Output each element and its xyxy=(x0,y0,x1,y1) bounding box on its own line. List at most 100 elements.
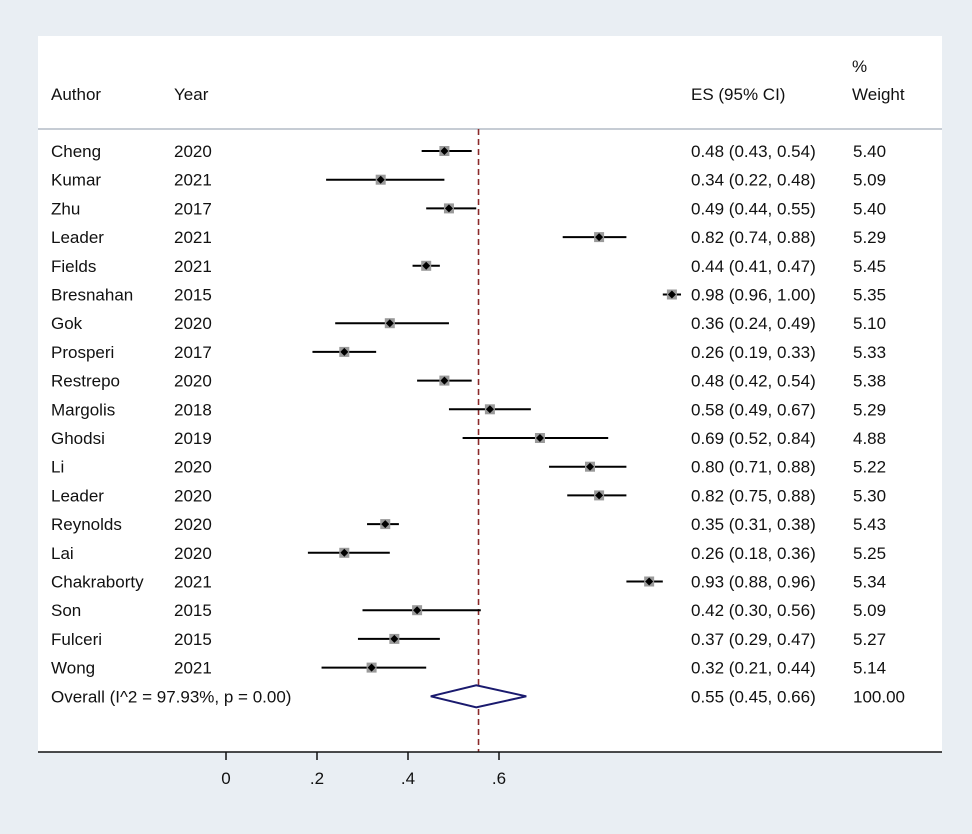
study-year: 2020 xyxy=(174,515,212,534)
study-year: 2017 xyxy=(174,199,212,218)
header-year: Year xyxy=(174,85,209,104)
study-es-ci: 0.82 (0.74, 0.88) xyxy=(691,228,816,247)
header-author: Author xyxy=(51,85,101,104)
study-year: 2020 xyxy=(174,142,212,161)
study-es-ci: 0.80 (0.71, 0.88) xyxy=(691,458,816,477)
study-year: 2020 xyxy=(174,372,212,391)
study-year: 2020 xyxy=(174,544,212,563)
x-tick-label: 0 xyxy=(221,769,230,788)
study-point xyxy=(645,577,654,586)
study-point xyxy=(440,376,449,385)
study-author: Cheng xyxy=(51,142,101,161)
study-author: Leader xyxy=(51,228,104,247)
study-weight: 5.38 xyxy=(853,372,886,391)
study-author: Son xyxy=(51,601,81,620)
study-author: Zhu xyxy=(51,199,80,218)
study-point xyxy=(385,319,394,328)
study-point xyxy=(535,434,544,442)
study-year: 2019 xyxy=(174,429,212,448)
study-weight: 5.29 xyxy=(853,228,886,247)
study-es-ci: 0.48 (0.42, 0.54) xyxy=(691,372,816,391)
study-author: Margolis xyxy=(51,400,115,419)
study-es-ci: 0.32 (0.21, 0.44) xyxy=(691,659,816,678)
study-weight: 5.33 xyxy=(853,343,886,362)
overall-diamond xyxy=(430,684,527,709)
x-tick-label: .2 xyxy=(310,769,324,788)
study-weight: 4.88 xyxy=(853,429,886,448)
study-point xyxy=(340,548,349,557)
study-es-ci: 0.49 (0.44, 0.55) xyxy=(691,199,816,218)
study-year: 2021 xyxy=(174,257,212,276)
study-es-ci: 0.36 (0.24, 0.49) xyxy=(691,314,816,333)
study-es-ci: 0.26 (0.19, 0.33) xyxy=(691,343,816,362)
study-author: Leader xyxy=(51,486,104,505)
study-weight: 5.25 xyxy=(853,544,886,563)
study-author: Ghodsi xyxy=(51,429,105,448)
study-author: Wong xyxy=(51,659,95,678)
study-year: 2020 xyxy=(174,486,212,505)
study-weight: 5.34 xyxy=(853,573,886,592)
study-author: Kumar xyxy=(51,171,101,190)
study-weight: 5.40 xyxy=(853,199,886,218)
study-weight: 5.22 xyxy=(853,458,886,477)
study-author: Fields xyxy=(51,257,96,276)
study-point xyxy=(440,147,449,155)
study-year: 2017 xyxy=(174,343,212,362)
study-author: Fulceri xyxy=(51,630,102,649)
study-point xyxy=(376,175,385,184)
study-author: Gok xyxy=(51,314,83,333)
study-year: 2020 xyxy=(174,314,212,333)
study-point xyxy=(444,204,453,213)
study-point xyxy=(367,663,376,672)
study-weight: 5.30 xyxy=(853,486,886,505)
study-author: Chakraborty xyxy=(51,573,144,592)
study-year: 2021 xyxy=(174,228,212,247)
study-point xyxy=(586,462,594,471)
study-year: 2015 xyxy=(174,286,212,305)
study-point xyxy=(381,520,390,529)
study-weight: 5.35 xyxy=(853,286,886,305)
x-tick-label: .4 xyxy=(401,769,415,788)
study-year: 2021 xyxy=(174,659,212,678)
study-weight: 5.40 xyxy=(853,142,886,161)
study-es-ci: 0.34 (0.22, 0.48) xyxy=(691,171,816,190)
study-year: 2015 xyxy=(174,630,212,649)
study-es-ci: 0.82 (0.75, 0.88) xyxy=(691,486,816,505)
header-weight-percent: % xyxy=(852,57,867,76)
study-point xyxy=(485,405,494,414)
study-author: Bresnahan xyxy=(51,286,133,305)
study-es-ci: 0.35 (0.31, 0.38) xyxy=(691,515,816,534)
study-year: 2015 xyxy=(174,601,212,620)
plot-marks xyxy=(307,129,681,752)
study-year: 2020 xyxy=(174,458,212,477)
study-es-ci: 0.26 (0.18, 0.36) xyxy=(691,544,816,563)
study-year: 2021 xyxy=(174,573,212,592)
header-weight: Weight xyxy=(852,85,905,104)
study-es-ci: 0.42 (0.30, 0.56) xyxy=(691,601,816,620)
study-point xyxy=(422,261,431,270)
study-weight: 5.14 xyxy=(853,659,886,678)
x-tick-label: .6 xyxy=(492,769,506,788)
study-point xyxy=(340,347,349,356)
study-es-ci: 0.58 (0.49, 0.67) xyxy=(691,400,816,419)
study-weight: 5.29 xyxy=(853,400,886,419)
header-es: ES (95% CI) xyxy=(691,85,785,104)
study-point xyxy=(667,290,676,299)
study-author: Li xyxy=(51,458,64,477)
plot-panel xyxy=(38,36,942,752)
study-point xyxy=(595,491,604,500)
study-weight: 5.45 xyxy=(853,257,886,276)
study-point xyxy=(390,634,399,643)
study-es-ci: 0.44 (0.41, 0.47) xyxy=(691,257,816,276)
study-author: Lai xyxy=(51,544,74,563)
study-weight: 5.43 xyxy=(853,515,886,534)
study-es-ci: 0.93 (0.88, 0.96) xyxy=(691,573,816,592)
study-weight: 5.10 xyxy=(853,314,886,333)
study-author: Prosperi xyxy=(51,343,114,362)
overall-weight: 100.00 xyxy=(853,687,905,706)
study-point xyxy=(595,233,604,242)
overall-es-ci: 0.55 (0.45, 0.66) xyxy=(691,687,816,706)
study-weight: 5.27 xyxy=(853,630,886,649)
study-year: 2021 xyxy=(174,171,212,190)
